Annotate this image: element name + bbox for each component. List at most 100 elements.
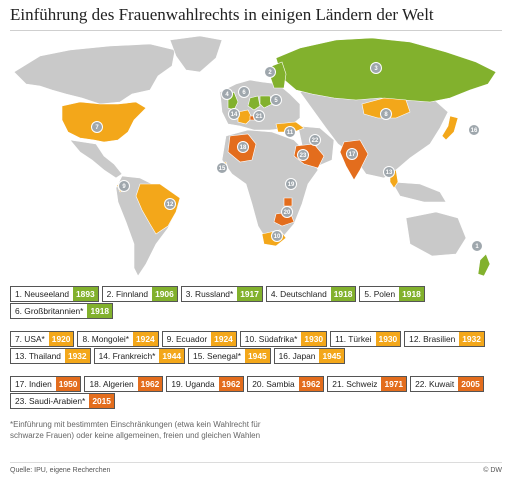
map-pin: 11: [284, 126, 296, 138]
page-title: Einführung des Frauenwahlrechts in einig…: [10, 5, 434, 24]
legend-item: 23. Saudi-Arabien* 2015: [10, 393, 115, 409]
legend-item: 8. Mongolei* 1924: [77, 331, 159, 347]
legend-item: 14. Frankreich* 1944: [93, 348, 186, 364]
map-pin: 22: [309, 134, 321, 146]
map-pin-label: 2: [268, 70, 272, 76]
legend-country: 21. Schweiz: [332, 379, 378, 389]
map-pin-marker: [284, 126, 296, 138]
map-pin-label: 22: [312, 138, 319, 144]
legend-year: 1930: [301, 332, 327, 346]
legend-year: 2015: [89, 394, 114, 408]
map-pin: 8: [380, 108, 392, 120]
legend-year: 1918: [330, 287, 356, 301]
map-pin-marker: [228, 108, 240, 120]
map-pin-label: 6: [242, 90, 246, 96]
legend-row: 6. Großbritannien* 1918: [10, 303, 114, 319]
legend-item: 6. Großbritannien* 1918: [10, 303, 114, 319]
map-pin-label: 23: [300, 153, 307, 159]
legend-country: 19. Uganda: [171, 379, 215, 389]
legend-year: 1893: [73, 287, 98, 301]
legend-country: 18. Algerien: [89, 379, 134, 389]
legend-country: 16. Japan: [278, 351, 316, 361]
map-pin: 4: [221, 88, 233, 100]
legend-country: 9. Ecuador: [166, 334, 208, 344]
map-pin-marker: [380, 108, 392, 120]
legend-country: 22. Kuwait: [415, 379, 455, 389]
legend-country: 15. Senegal*: [193, 351, 241, 361]
title-divider: [10, 30, 502, 31]
map-pin-label: 4: [225, 92, 229, 98]
legend-year: 1962: [218, 377, 244, 391]
map-pin-marker: [118, 180, 130, 192]
legend-country: 14. Frankreich*: [98, 351, 156, 361]
legend-item: 13. Thailand 1932: [10, 348, 91, 364]
legend-year: 1932: [459, 332, 484, 346]
legend-row: 7. USA* 1920 8. Mongolei* 1924 9. Ecuador 192…: [10, 331, 485, 347]
map-pin-label: 5: [274, 98, 278, 104]
world-map: 1 2 3 4 5 6 7 8 9 10 11 12 13 14 15 16 17 18 19 20 21 22 23: [0, 32, 512, 280]
legend-year: 1930: [375, 332, 401, 346]
map-pin-label: 16: [471, 128, 478, 134]
map-pin-marker: [285, 178, 297, 190]
legend-year: 1950: [55, 377, 81, 391]
legend-year: 1962: [298, 377, 324, 391]
map-pin: 15: [216, 162, 228, 174]
legend-country: 12. Brasilien: [409, 334, 456, 344]
land-north-america: [13, 43, 176, 105]
map-pin-marker: [370, 62, 382, 74]
legend-item: 7. USA* 1920: [10, 331, 75, 347]
legend-country: 13. Thailand: [15, 351, 61, 361]
legend-country: 3. Russland*: [185, 289, 234, 299]
legend-country: 23. Saudi-Arabien*: [15, 396, 86, 406]
map-pin: 20: [281, 206, 293, 218]
map-pin: 21: [253, 110, 265, 122]
map-pin-marker: [468, 124, 480, 136]
legend-country: 1. Neuseeland: [15, 289, 70, 299]
map-pin-label: 21: [256, 114, 263, 120]
land-france: [237, 109, 253, 125]
land-poland: [259, 95, 273, 109]
map-pin-label: 20: [284, 210, 291, 216]
legend-country: 7. USA*: [15, 334, 45, 344]
map-pin: 13: [383, 166, 395, 178]
land-germany: [247, 95, 261, 111]
legend-item: 9. Ecuador 1924: [161, 331, 237, 347]
map-pin-label: 8: [384, 112, 388, 118]
map-pin-marker: [270, 94, 282, 106]
orange-countries: [227, 115, 369, 227]
green-countries: [227, 37, 497, 277]
map-pin-marker: [91, 121, 103, 133]
legend-item: 11. Türkei 1930: [330, 331, 402, 347]
map-pin-label: 11: [287, 130, 294, 136]
legend-item: 21. Schweiz 1971: [327, 376, 408, 392]
legend-item: 15. Senegal* 1945: [188, 348, 271, 364]
map-pin-label: 1: [475, 244, 479, 250]
land-brazil: [135, 183, 181, 235]
map-pin: 2: [264, 66, 276, 78]
land-greenland: [169, 35, 223, 73]
land-uganda: [283, 197, 293, 207]
legend-country: 11. Türkei: [335, 334, 372, 344]
legend-item: 10. Südafrika* 1930: [239, 331, 328, 347]
map-pin: 12: [164, 198, 176, 210]
legend-item: 12. Brasilien 1932: [404, 331, 485, 347]
land-japan: [441, 115, 459, 141]
map-pin-marker: [238, 86, 250, 98]
legend-year: 1932: [64, 349, 90, 363]
legend-year: 1906: [152, 287, 177, 301]
land-central-america: [69, 139, 123, 179]
map-pin-label: 18: [240, 145, 247, 151]
map-pin: 3: [370, 62, 382, 74]
legend-item: 1. Neuseeland 1893: [10, 286, 99, 302]
legend-row: 13. Thailand 1932 14. Frankreich* 1944 15. S…: [10, 348, 346, 364]
map-pin: 1: [471, 240, 483, 252]
map-pin-marker: [221, 88, 233, 100]
legend-year: 1962: [137, 377, 163, 391]
map-pin: 17: [346, 148, 358, 160]
legend-item: 16. Japan 1945: [273, 348, 346, 364]
map-pin-label: 17: [349, 152, 356, 158]
legend-item: 2. Finnland 1906: [101, 286, 178, 302]
legend-year: 1924: [133, 332, 158, 346]
